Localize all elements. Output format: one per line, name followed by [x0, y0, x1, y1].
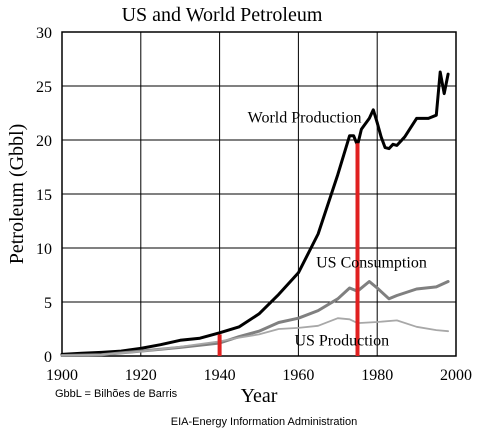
y-tick-label: 25 — [36, 79, 52, 96]
year-markers — [217, 143, 360, 356]
annotation-us-consumption: US Consumption — [316, 254, 427, 271]
series-annotations: World Production US Consumption US Product… — [248, 110, 427, 350]
y-tick-label: 20 — [36, 133, 52, 150]
x-axis-label: Year — [241, 385, 278, 407]
x-tick-label: 1920 — [125, 367, 157, 384]
x-tick-label: 1940 — [204, 367, 236, 384]
series-line-us-production — [61, 317, 450, 357]
y-tick-label: 30 — [36, 25, 52, 42]
y-tick-label: 15 — [36, 187, 52, 204]
source-credit: EIA-Energy Information Administration — [171, 416, 357, 428]
x-tick-label: 1980 — [361, 367, 393, 384]
annotation-us-production: US Production — [294, 333, 389, 350]
annotation-world-production: World Production — [248, 110, 362, 127]
y-tick-label: 5 — [44, 295, 52, 312]
chart-title: US and World Petroleum — [122, 4, 323, 26]
axis-ticks: 1900 1920 1940 1960 1980 2000 0 5 10 15 20 25 30 — [36, 25, 472, 384]
y-tick-label: 0 — [44, 349, 52, 366]
y-tick-label: 10 — [36, 241, 52, 258]
footnote: GbbL = Bilhões de Barris — [55, 388, 178, 400]
y-axis-label: Petroleum (Gbbl) — [6, 124, 28, 265]
x-tick-label: 1960 — [282, 367, 314, 384]
series-lines — [60, 70, 450, 357]
x-tick-label: 1900 — [46, 367, 78, 384]
x-tick-label: 2000 — [440, 367, 472, 384]
plot-area-frame — [61, 31, 457, 357]
series-line-us-consumption — [60, 280, 450, 357]
series-line-world-production — [60, 70, 450, 356]
grid — [62, 32, 456, 356]
